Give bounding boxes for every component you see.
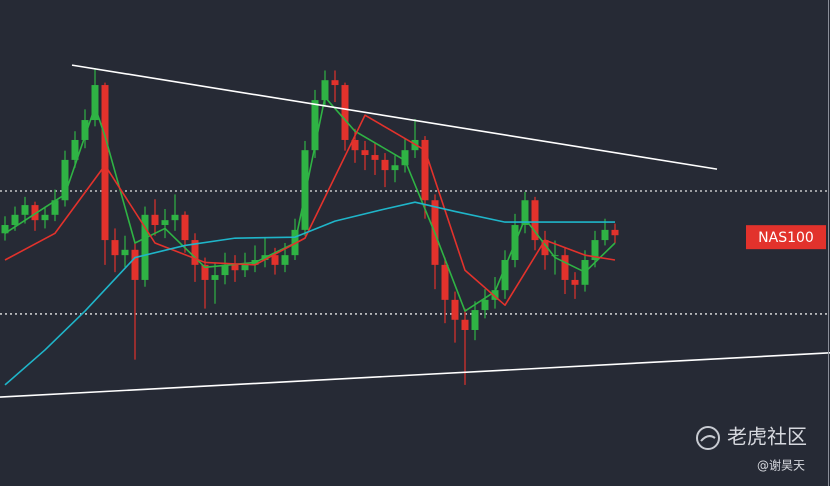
candle-body (391, 165, 399, 171)
candle-body (71, 139, 79, 160)
candle-body (461, 319, 469, 330)
candle-body (241, 264, 249, 271)
ma-line (4, 96, 616, 312)
candle-body (481, 299, 489, 311)
candle-body (591, 240, 599, 261)
author: @谢昊天 (757, 458, 805, 473)
price-label-box (746, 225, 826, 250)
candle-body (301, 150, 309, 230)
price-label: NAS100 (758, 230, 814, 246)
trend-line (71, 64, 718, 170)
watermark: 老虎社区 (727, 425, 807, 449)
candle-body (551, 255, 559, 257)
candle-body (271, 255, 279, 265)
candle-body (601, 229, 609, 241)
candle-body (531, 200, 539, 241)
candle-body (361, 150, 369, 156)
candle-body (131, 249, 139, 280)
candle-body (1, 225, 9, 234)
candle-body (111, 240, 119, 256)
candle-body (171, 214, 179, 221)
candle-body (21, 205, 29, 215)
candle-body (471, 310, 479, 330)
candle-body (381, 159, 389, 171)
candle-body (311, 100, 319, 151)
candle-body (571, 279, 579, 285)
candle-body (351, 139, 359, 151)
candle-body (341, 85, 349, 140)
candle-body (141, 214, 149, 280)
candle-body (191, 240, 199, 265)
candle-body (211, 275, 219, 280)
candle-body (51, 200, 59, 215)
candle-body (181, 214, 189, 241)
candle-body (231, 264, 239, 271)
candle-body (501, 260, 509, 291)
candle-body (421, 139, 429, 201)
candle-body (11, 214, 19, 226)
candle-body (521, 200, 529, 226)
candle-body (491, 290, 499, 300)
candle-body (61, 159, 69, 201)
candle-body (91, 85, 99, 121)
candle-body (331, 80, 339, 86)
candle-body (401, 150, 409, 166)
ma-line (4, 114, 616, 307)
candle-body (371, 155, 379, 160)
candle-body (31, 205, 39, 221)
candle-body (221, 264, 229, 276)
candle-body (281, 255, 289, 265)
candle-body (151, 214, 159, 226)
watermark-logo (696, 426, 720, 450)
candle-body (121, 249, 129, 256)
candle-body (321, 80, 329, 101)
candle-body (161, 220, 169, 226)
candle-body (541, 240, 549, 256)
candle-body (81, 120, 89, 140)
ma-line (4, 201, 615, 386)
candle-body (101, 85, 109, 241)
candle-body (201, 264, 209, 280)
candle-body (41, 214, 49, 221)
candle-body (611, 229, 619, 236)
candle-body (561, 255, 569, 280)
candle-body (451, 299, 459, 320)
candle-body (441, 264, 449, 300)
trend-line (0, 352, 830, 398)
